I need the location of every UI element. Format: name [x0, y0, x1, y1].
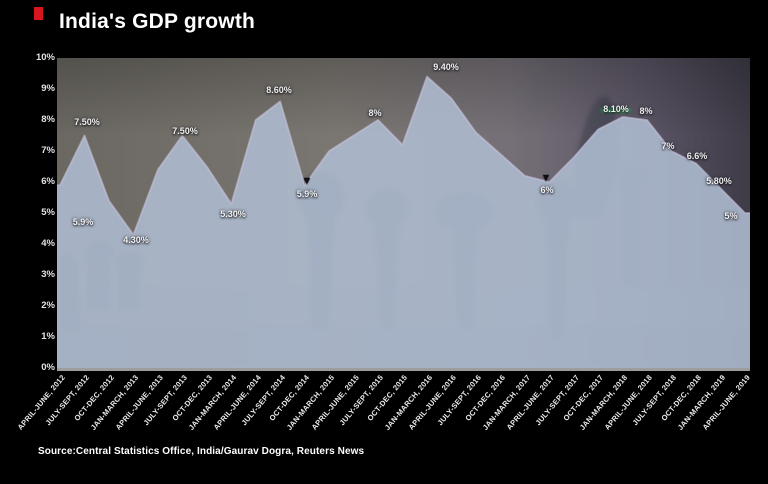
y-tick-label: 10%: [35, 52, 55, 63]
data-point-label: 7.50%: [172, 126, 198, 136]
y-tick-label: 8%: [41, 114, 55, 125]
green-photo-highlight: [601, 108, 631, 113]
y-tick-label: 7%: [41, 145, 55, 156]
data-point-label: 6%: [540, 185, 554, 195]
data-point-label: 7%: [661, 141, 675, 151]
down-triangle-marker: ▼: [540, 171, 552, 184]
x-tick-label: JULY-SEPT, 2018: [630, 373, 679, 428]
data-point-label: 5.80%: [706, 176, 732, 186]
y-tick-label: 6%: [41, 176, 55, 187]
data-point-label: 5.9%: [296, 189, 318, 199]
x-tick-label: JULY-SEPT, 2013: [141, 373, 190, 428]
source-attribution: Source:Central Statistics Office, India/…: [38, 446, 365, 457]
x-tick-label: JULY-SEPT, 2012: [43, 373, 92, 428]
brand-logo-mark: [34, 7, 43, 20]
data-point-label: 6.6%: [686, 151, 708, 161]
x-axis-line: [57, 368, 750, 371]
down-triangle-marker: ▼: [301, 174, 313, 187]
y-tick-label: 3%: [41, 269, 55, 280]
gdp-area-edge-line: [57, 75, 750, 236]
y-tick-label: 2%: [41, 300, 55, 311]
y-tick-label: 9%: [41, 83, 55, 94]
data-point-label: 8%: [368, 108, 382, 118]
data-point-label: 5.9%: [72, 217, 94, 227]
y-tick-label: 4%: [41, 238, 55, 249]
data-point-label: 5.30%: [220, 209, 246, 219]
y-tick-label: 0%: [41, 362, 55, 373]
gdp-area-series: [57, 76, 750, 368]
data-point-label: 8%: [639, 106, 653, 116]
y-tick-label: 5%: [41, 207, 55, 218]
chart-title: India's GDP growth: [59, 10, 256, 33]
area-chart-svg: [57, 58, 750, 368]
data-point-label: 8.10%: [603, 104, 629, 114]
data-point-label: 4.30%: [123, 235, 149, 245]
data-point-label: 8.60%: [266, 85, 292, 95]
data-point-label: 9.40%: [433, 62, 459, 72]
x-tick-label: JULY-SEPT, 2017: [533, 373, 581, 428]
y-tick-label: 1%: [41, 331, 55, 342]
plot-area: [57, 58, 750, 368]
x-tick-label: APRIL-JUNE, 2019: [700, 373, 752, 432]
data-point-label: 7.50%: [74, 117, 100, 127]
data-point-label: 5%: [724, 211, 738, 221]
